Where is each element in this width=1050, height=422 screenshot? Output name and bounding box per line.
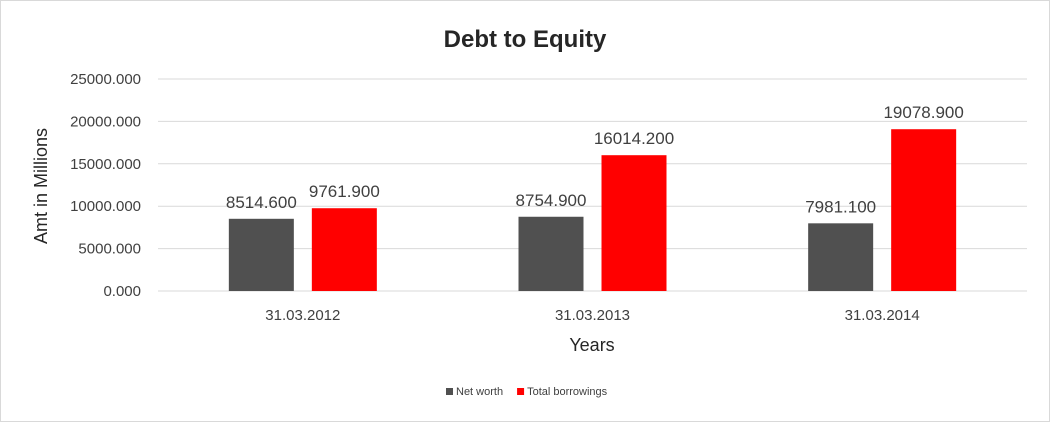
legend-label: Total borrowings <box>527 386 608 398</box>
x-tick-label: 31.03.2014 <box>845 307 920 324</box>
bar-net-worth-1 <box>518 216 584 291</box>
x-axis-ticks: 31.03.2012 31.03.2013 31.03.2014 <box>265 307 919 324</box>
chart-title: Debt to Equity <box>444 26 607 53</box>
bar-total-borrowings-1 <box>601 155 667 291</box>
legend-swatch-1 <box>517 388 525 395</box>
y-tick-label: 5000.000 <box>78 241 141 258</box>
x-tick-label: 31.03.2012 <box>265 307 340 324</box>
y-tick-label: 15000.000 <box>70 156 141 173</box>
data-label: 8514.600 <box>226 193 297 212</box>
legend-swatch-0 <box>446 388 453 395</box>
data-label: 7981.100 <box>805 197 876 216</box>
y-tick-label: 0.000 <box>103 283 141 300</box>
y-tick-label: 10000.000 <box>70 198 141 215</box>
data-label: 16014.200 <box>594 129 674 148</box>
x-tick-label: 31.03.2013 <box>555 307 630 324</box>
bars <box>228 129 957 291</box>
bar-total-borrowings-2 <box>891 129 957 291</box>
data-label: 8754.900 <box>516 191 587 210</box>
legend: Net worth Total borrowings <box>446 386 608 398</box>
data-labels: 8514.600 9761.900 8754.900 16014.200 7981.10… <box>226 103 964 216</box>
x-axis-title: Years <box>569 335 614 355</box>
y-tick-label: 20000.000 <box>70 113 141 130</box>
y-axis-title: Amt in Millions <box>31 128 51 244</box>
y-tick-label: 25000.000 <box>70 71 141 88</box>
bar-net-worth-2 <box>808 223 874 291</box>
bar-net-worth-0 <box>228 218 294 291</box>
bar-total-borrowings-0 <box>311 208 377 291</box>
gridlines <box>158 78 1027 292</box>
legend-label: Net worth <box>456 386 503 398</box>
data-label: 9761.900 <box>309 182 380 201</box>
y-axis-ticks: 0.000 5000.000 10000.000 15000.000 20000.000… <box>70 71 141 300</box>
data-label: 19078.900 <box>883 103 963 122</box>
